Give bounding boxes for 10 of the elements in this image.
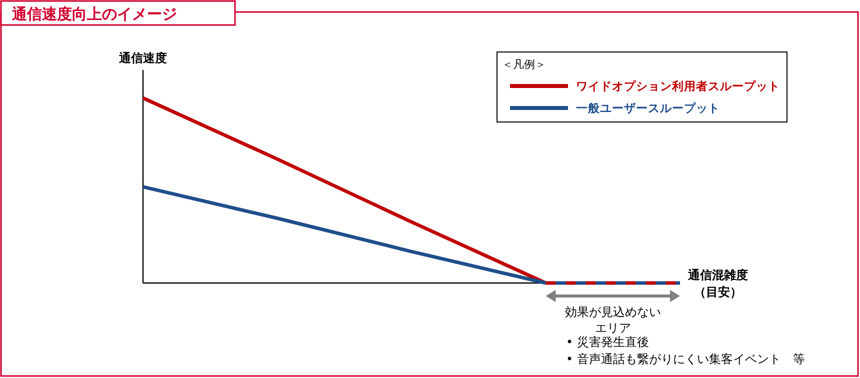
text: • 災害発生直後 [566, 335, 649, 349]
x-axis-title: 通信混雑度（目安） [687, 268, 748, 299]
text: エリア [594, 321, 631, 335]
legend-title: ＜凡例＞ [502, 58, 546, 71]
text: • 音声通話も繋がりにくい集客イベント 等 [566, 352, 805, 366]
chart-title: 通信速度向上のイメージ [11, 5, 177, 23]
text: 一般ユーザースループット [576, 101, 720, 115]
text: ワイドオプション利用者スループット [576, 79, 780, 93]
text: 効果が見込めない [564, 305, 661, 319]
y-axis-title: 通信速度 [118, 51, 167, 65]
